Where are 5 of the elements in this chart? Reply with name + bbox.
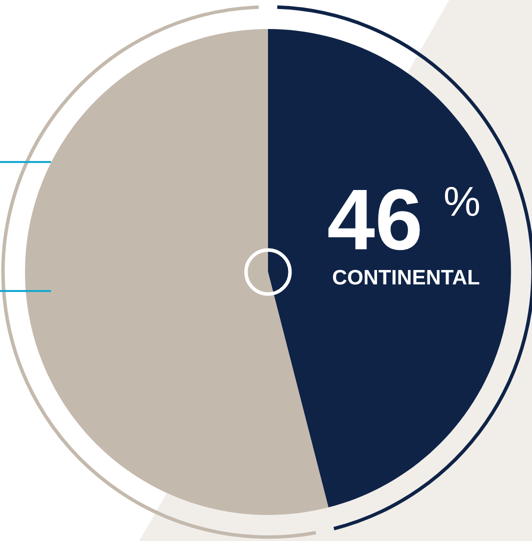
text: % — [444, 186, 480, 216]
pie-slice — [268, 29, 511, 508]
data-label: 46 — [328, 189, 420, 250]
pie-slice — [25, 29, 328, 515]
slice-label: CONTINENTAL — [332, 270, 480, 285]
